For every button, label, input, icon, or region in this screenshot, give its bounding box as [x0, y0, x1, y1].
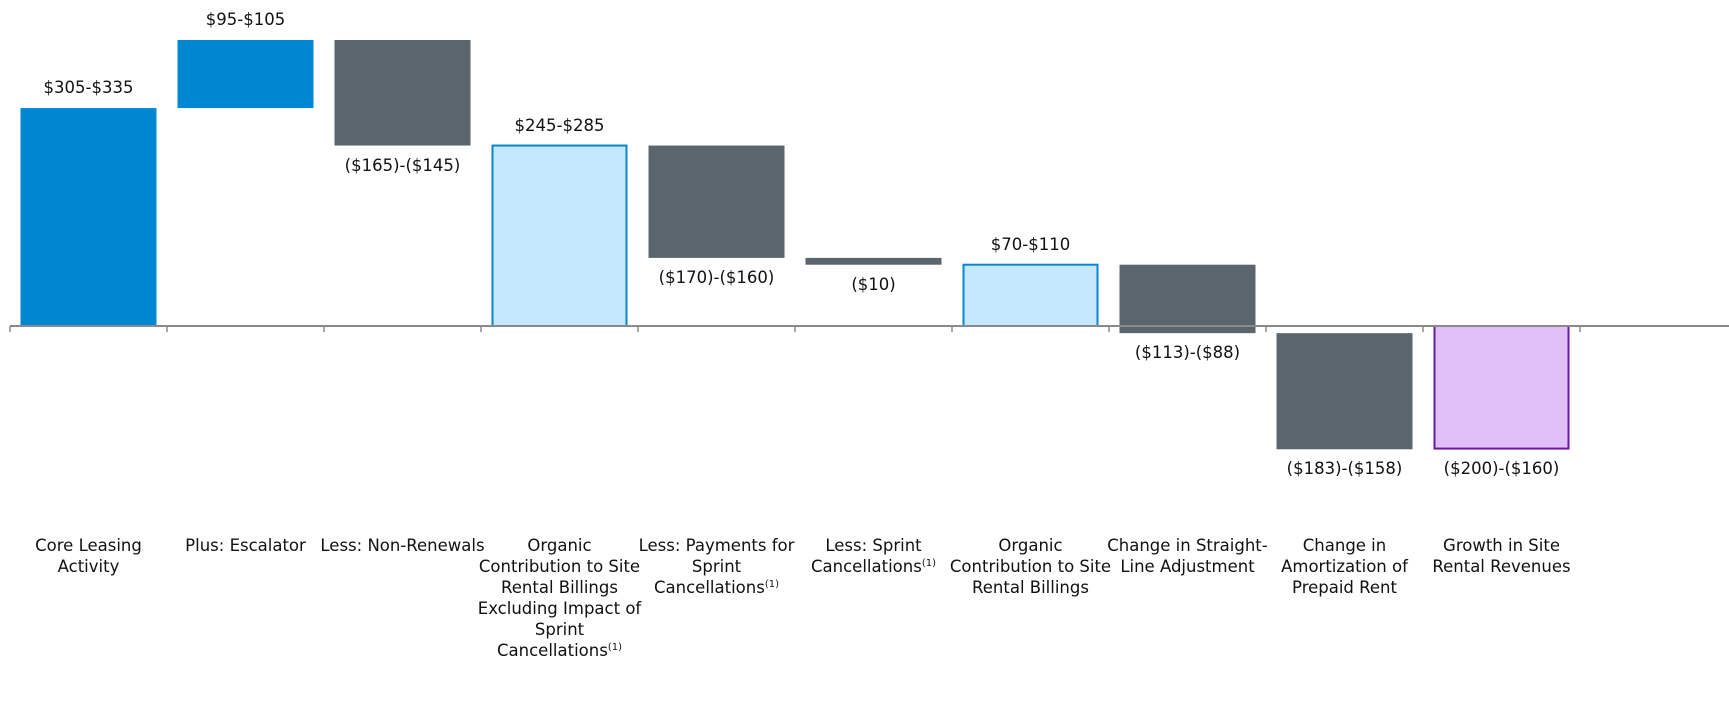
value-label: ($200)-($160)	[1443, 458, 1560, 478]
value-label: $95-$105	[205, 9, 286, 29]
category-label: Change in Straight-Line Adjustment	[1104, 535, 1272, 577]
category-label: Less: Sprint Cancellations(1)	[790, 535, 958, 577]
category-label: Less: Payments for Sprint Cancellations(…	[633, 535, 801, 598]
category-text: Change in Straight-Line Adjustment	[1107, 536, 1268, 576]
category-label: Organic Contribution to Site Rental Bill…	[476, 535, 644, 661]
bar	[962, 263, 1099, 327]
category-label: Growth in Site Rental Revenues	[1418, 535, 1586, 577]
bar	[1276, 333, 1413, 450]
bar	[1119, 264, 1256, 334]
value-label: ($10)	[851, 274, 896, 294]
category-text: Organic Contribution to Site Rental Bill…	[949, 536, 1112, 597]
footnote-mark: (1)	[921, 558, 936, 569]
bar	[491, 144, 628, 327]
category-text: Core Leasing Activity	[35, 536, 142, 576]
value-label: $305-$335	[43, 78, 134, 98]
value-label: ($165)-($145)	[344, 155, 461, 175]
category-label: Less: Non-Renewals	[319, 535, 487, 556]
bar	[334, 39, 471, 146]
bar	[20, 108, 157, 326]
value-label: $70-$110	[990, 234, 1071, 254]
bar	[1433, 325, 1570, 450]
category-text: Plus: Escalator	[185, 536, 306, 555]
category-text: Organic Contribution to Site Rental Bill…	[477, 536, 642, 660]
footnote-mark: (1)	[764, 579, 779, 590]
value-label: ($170)-($160)	[658, 267, 775, 287]
category-text: Growth in Site Rental Revenues	[1432, 536, 1571, 576]
category-label: Core Leasing Activity	[5, 535, 173, 577]
category-text: Less: Payments for Sprint Cancellations	[638, 536, 795, 597]
category-label: Plus: Escalator	[162, 535, 330, 556]
bar	[805, 257, 942, 265]
category-label: Change in Amortization of Prepaid Rent	[1261, 535, 1429, 598]
footnote-mark: (1)	[607, 642, 622, 653]
category-text: Less: Non-Renewals	[320, 536, 485, 555]
category-text: Less: Sprint Cancellations	[811, 536, 922, 576]
category-text: Change in Amortization of Prepaid Rent	[1281, 536, 1408, 597]
category-label: Organic Contribution to Site Rental Bill…	[947, 535, 1115, 598]
value-label: ($183)-($158)	[1286, 459, 1403, 479]
value-label: $245-$285	[514, 115, 605, 135]
bar	[648, 145, 785, 258]
value-label: ($113)-($88)	[1134, 343, 1241, 363]
bar	[177, 39, 314, 109]
